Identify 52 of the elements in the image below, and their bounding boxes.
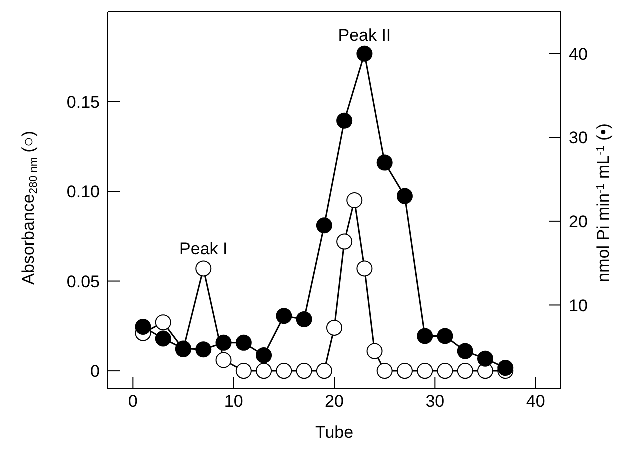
point (356, 46, 373, 62)
point (216, 334, 232, 351)
point (236, 363, 252, 380)
point (437, 363, 454, 380)
point (457, 363, 474, 380)
y-tick-label: 0.05 (66, 272, 100, 292)
point (478, 350, 494, 367)
y-tick-label: 0.10 (66, 182, 100, 202)
point (256, 347, 272, 364)
x-tick-label: 20 (325, 392, 344, 412)
point (316, 218, 332, 234)
point (296, 363, 312, 380)
x-axis-title: Tube (315, 423, 354, 442)
point (498, 360, 514, 376)
annotation: Peak I (180, 240, 228, 259)
point (376, 154, 393, 171)
point (155, 314, 172, 331)
point (155, 330, 172, 347)
x-tick-label: 0 (128, 392, 138, 412)
point (196, 260, 212, 277)
y2-tick-label: 10 (569, 296, 588, 316)
y2-tick-label: 30 (569, 128, 588, 148)
point (216, 352, 232, 368)
point (256, 363, 272, 380)
point (196, 342, 212, 358)
point (346, 192, 363, 208)
point (417, 328, 434, 344)
point (296, 311, 312, 328)
y2-tick-label: 40 (569, 44, 588, 64)
point (396, 363, 413, 380)
annotation: Peak II (338, 26, 392, 46)
point (356, 260, 373, 277)
point (326, 320, 342, 336)
point (376, 363, 393, 380)
point (437, 328, 454, 344)
x-tick-label: 40 (526, 392, 546, 412)
point (276, 308, 292, 324)
y2-tick-label: 20 (569, 212, 588, 232)
point (336, 234, 353, 250)
point (457, 343, 474, 360)
point (417, 363, 434, 380)
point (135, 319, 152, 336)
point (336, 112, 353, 129)
point (236, 334, 252, 351)
point (366, 343, 383, 360)
point (276, 363, 292, 380)
point (316, 363, 332, 380)
x-tick-label: 30 (426, 392, 445, 412)
x-tick-label: 10 (224, 392, 244, 412)
y-tick-label: 0.15 (66, 92, 100, 112)
y-tick-label: 0 (90, 362, 100, 382)
point (396, 188, 413, 204)
